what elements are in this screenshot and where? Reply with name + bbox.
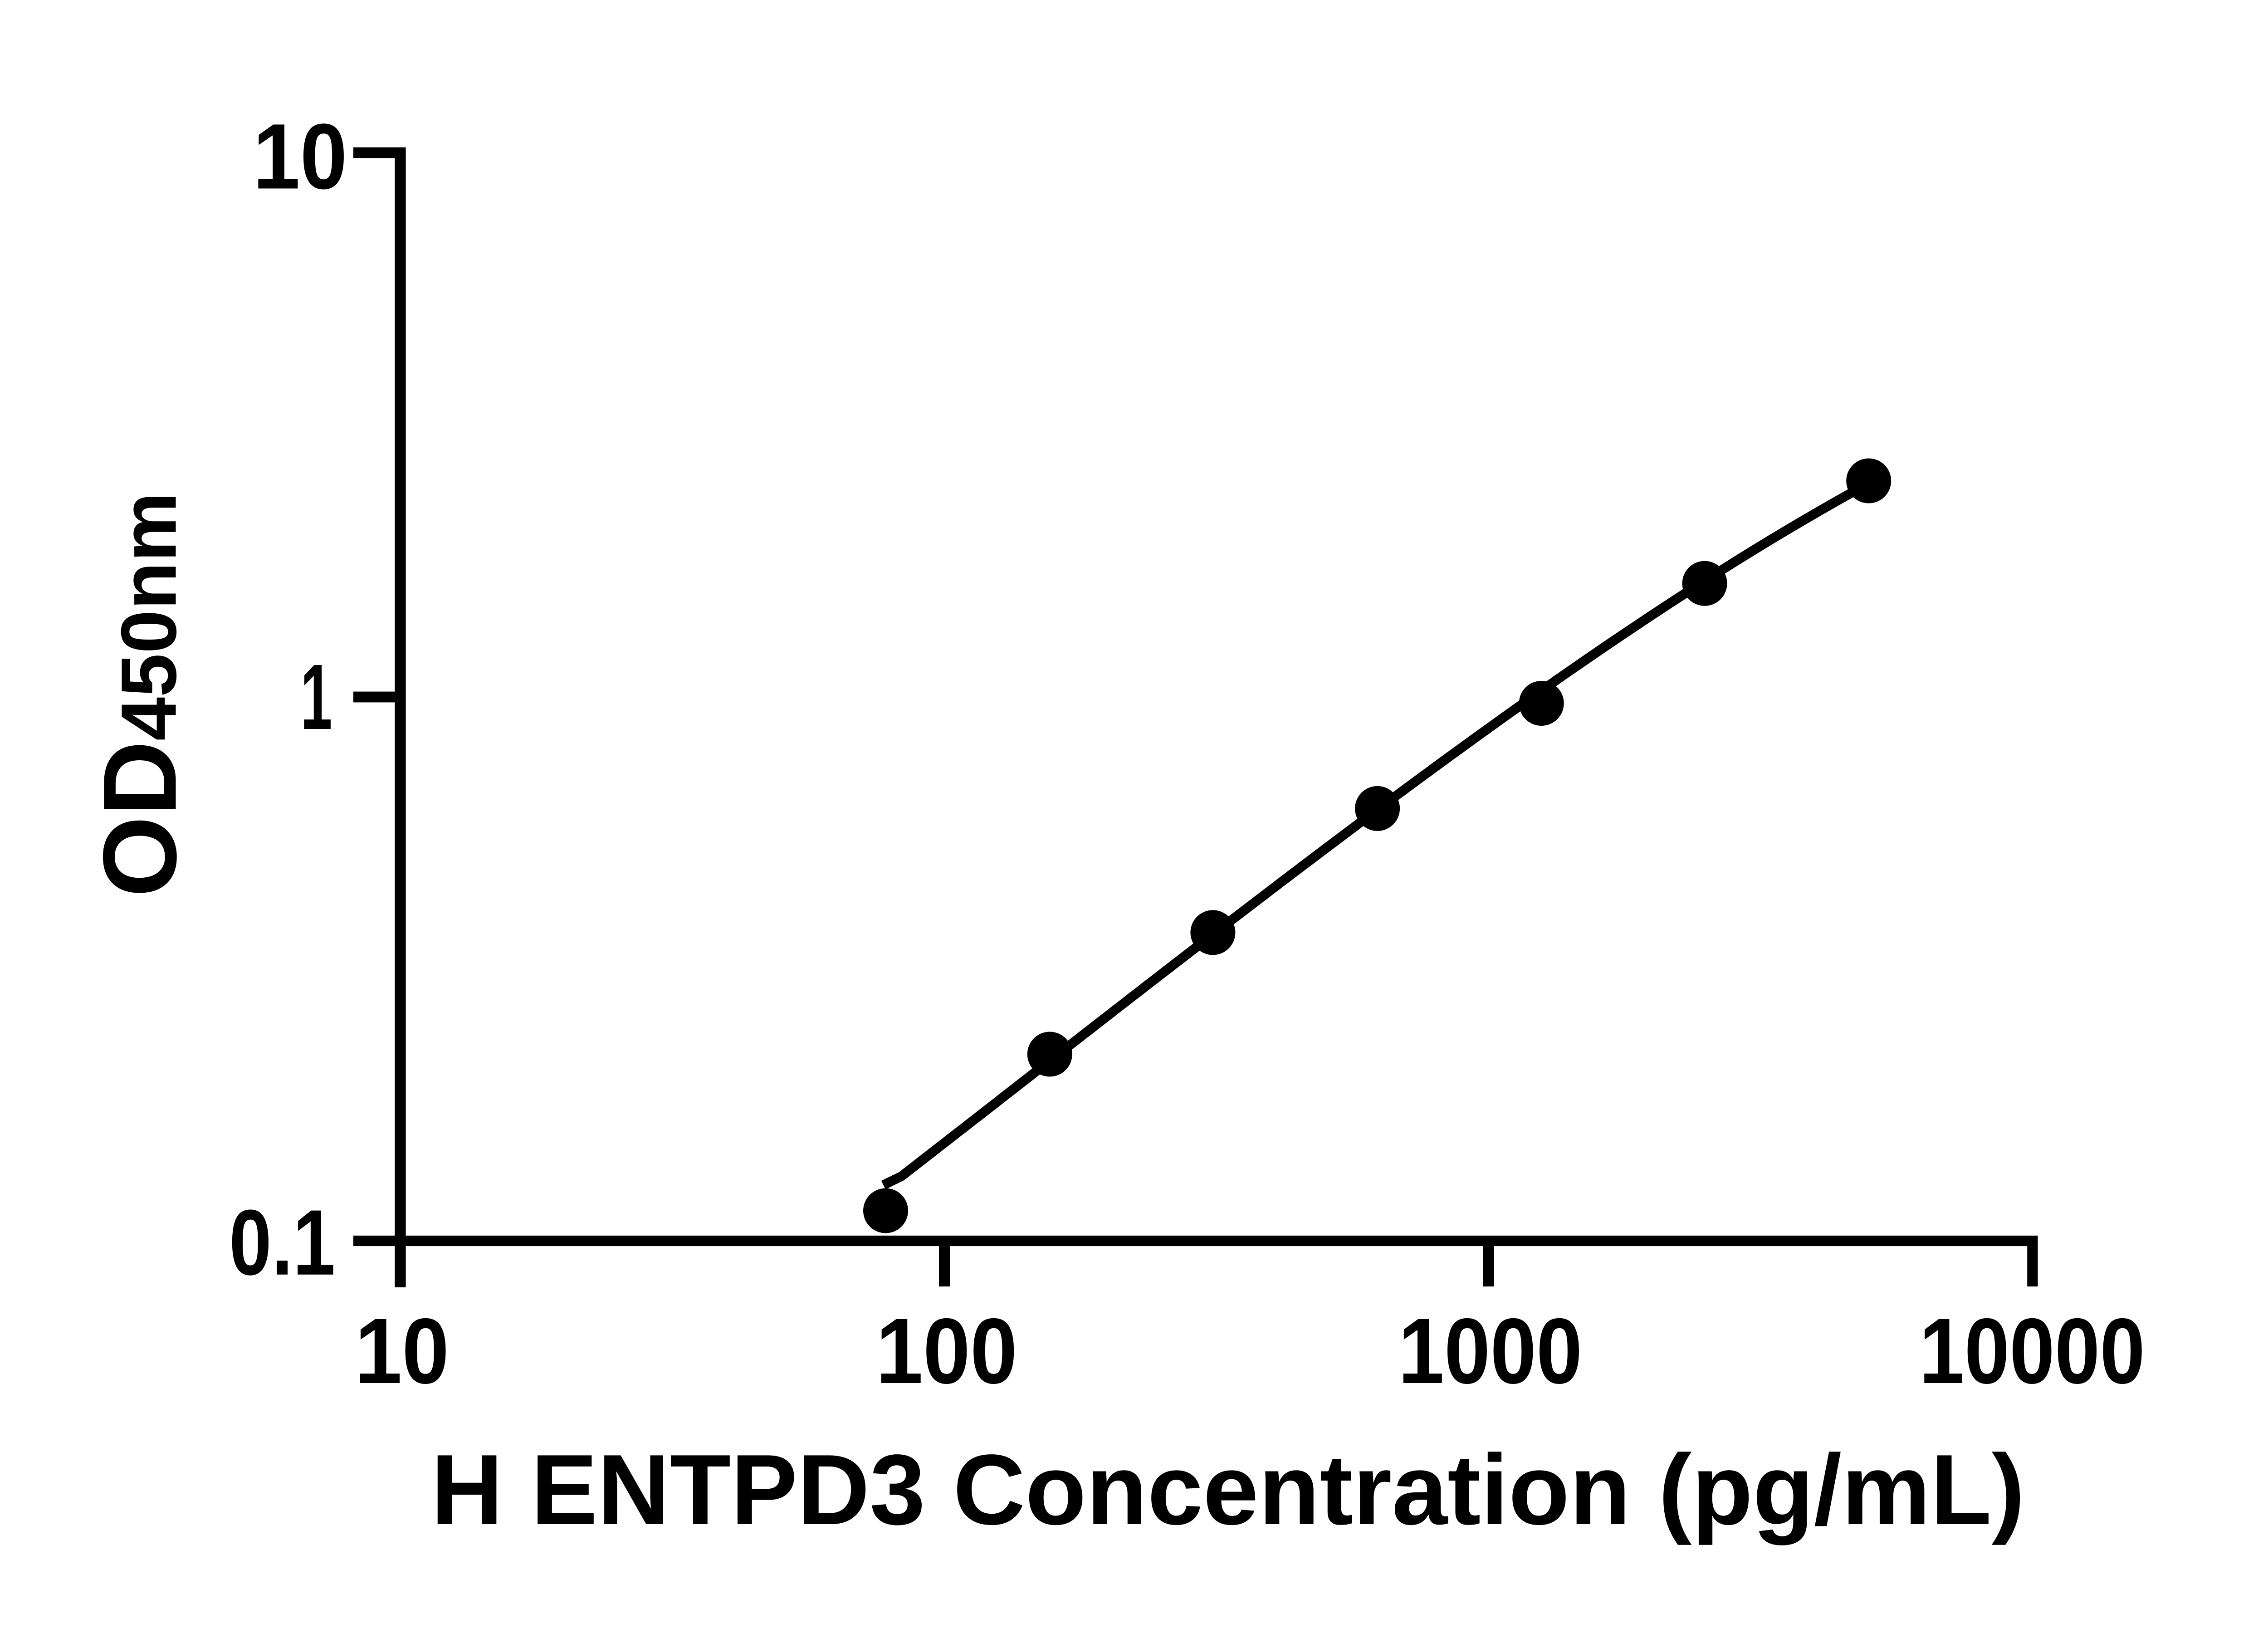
svg-text:10: 10 bbox=[253, 105, 347, 209]
svg-text:1: 1 bbox=[300, 645, 332, 749]
svg-text:OD450nm: OD450nm bbox=[82, 492, 198, 897]
svg-text:1000: 1000 bbox=[1398, 1299, 1582, 1403]
svg-text:10000: 10000 bbox=[1919, 1299, 2145, 1403]
svg-text:10: 10 bbox=[355, 1299, 449, 1403]
svg-text:H ENTPD3 Concentration (pg/mL): H ENTPD3 Concentration (pg/mL) bbox=[431, 1433, 2025, 1545]
svg-text:100: 100 bbox=[876, 1299, 1017, 1403]
svg-text:0.1: 0.1 bbox=[229, 1191, 335, 1295]
